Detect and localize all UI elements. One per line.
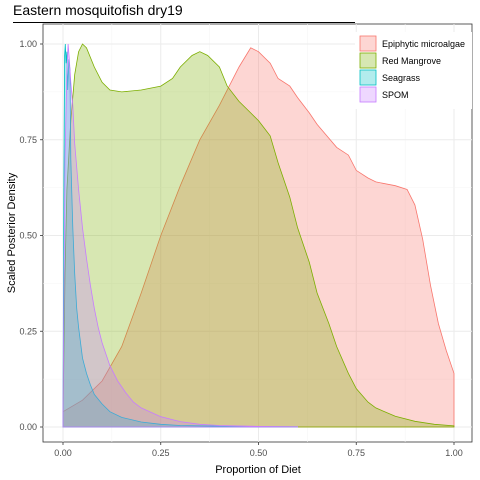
legend-swatch-spom [360,87,376,102]
x-tick-label: 0.75 [347,448,365,458]
y-tick-label: 0.75 [19,135,37,145]
legend-swatch-red-mangrove [360,53,376,68]
legend-label-red-mangrove: Red Mangrove [382,56,441,66]
x-tick-label: 0.00 [54,448,72,458]
legend-label-seagrass: Seagrass [382,73,421,83]
x-tick-label: 1.00 [445,448,463,458]
legend-label-spom: SPOM [382,90,409,100]
legend: Epiphytic microalgae Red Mangrove Seagrass… [355,32,472,109]
y-tick-label: 0.50 [19,231,37,241]
x-tick-label: 0.25 [152,448,170,458]
y-tick-label: 1.00 [19,39,37,49]
y-tick-label: 0.00 [19,422,37,432]
x-tick-label: 0.50 [250,448,268,458]
y-tick-label: 0.25 [19,326,37,336]
legend-swatch-epiphytic-microalgae [360,36,376,51]
legend-swatch-seagrass [360,70,376,85]
legend-label-epiphytic-microalgae: Epiphytic microalgae [382,39,465,49]
x-axis-title: Proportion of Diet [215,464,301,476]
y-axis-title: Scaled Posterior Density [6,172,18,293]
